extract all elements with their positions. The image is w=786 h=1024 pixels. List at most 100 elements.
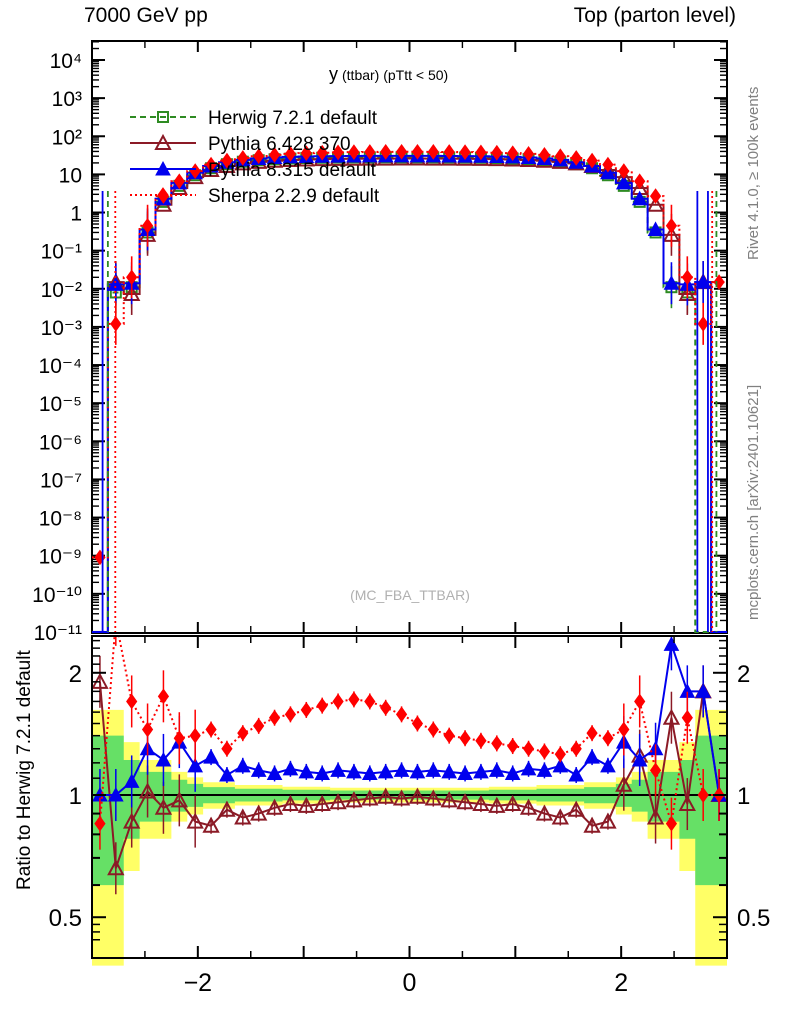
main-y-tick-label: 10⁻³	[41, 317, 82, 340]
legend-marker	[157, 187, 169, 203]
main-y-tick-label: 10⁴	[50, 50, 82, 73]
ratio-data-marker	[297, 796, 315, 813]
ratio-data-marker	[380, 699, 392, 716]
main-data-marker	[268, 147, 281, 163]
ratio-data-marker	[504, 765, 521, 780]
ratio-data-marker	[107, 786, 124, 802]
ratio-data-marker	[205, 721, 217, 738]
main-data-marker	[237, 150, 249, 166]
ratio-data-marker	[583, 816, 601, 833]
ratio-data-marker	[472, 794, 490, 812]
ratio-y-tick-label: 2	[737, 661, 750, 688]
ratio-data-marker	[600, 757, 616, 773]
ratio-data-marker	[300, 702, 312, 718]
rivet-version-label: Rivet 4.1.0, ≥ 100k events	[745, 87, 762, 260]
main-distribution-panel: 10⁴ 10³ 10² 10 1 10⁻¹ 10⁻² 10⁻³ 10⁻⁴ 10⁻⁵ 10⁻⁶ 10⁻⁷…	[32, 40, 728, 645]
main-y-tick-label: 10⁻⁵	[39, 393, 82, 416]
ratio-data-marker	[634, 693, 646, 710]
ratio-data-marker	[457, 765, 473, 780]
main-data-marker	[411, 143, 424, 160]
ratio-data-marker	[265, 798, 284, 815]
main-data-marker	[646, 195, 665, 212]
ratio-series-group	[92, 636, 727, 895]
main-data-marker	[618, 163, 630, 179]
ratio-data-marker	[646, 808, 665, 825]
ratio-data-marker	[219, 766, 235, 782]
ratio-data-marker	[662, 708, 681, 725]
ratio-data-marker	[459, 730, 471, 747]
ratio-y-tick-label: 1	[69, 783, 82, 810]
ratio-data-marker	[189, 727, 201, 744]
ratio-data-marker	[441, 763, 458, 779]
ratio-data-marker	[663, 636, 680, 651]
legend-marker	[155, 160, 171, 176]
main-data-marker	[316, 144, 328, 161]
ratio-data-marker	[282, 760, 299, 776]
ratio-data-marker	[392, 789, 411, 806]
main-data-marker	[602, 156, 614, 173]
ratio-data-marker	[221, 740, 233, 757]
ratio-series-line	[98, 636, 720, 824]
ratio-data-marker	[427, 721, 439, 738]
ratio-data-marker	[695, 683, 712, 698]
ratio-data-marker	[253, 718, 265, 734]
ratio-data-marker	[314, 765, 331, 780]
main-data-marker	[380, 143, 392, 160]
ratio-data-marker	[187, 757, 204, 773]
ratio-data-marker	[602, 730, 614, 747]
main-y-tick-label: 10⁻⁸	[39, 508, 82, 531]
ratio-data-marker	[491, 735, 503, 752]
ratio-panel: 2 2 1 1 0.5 0.5 −2 0 2	[49, 635, 770, 997]
legend-label: Pythia 8.315 default	[208, 160, 377, 181]
ratio-data-marker	[298, 763, 315, 779]
main-data-marker	[221, 152, 233, 169]
main-data-marker	[491, 144, 503, 161]
ratio-data-marker	[316, 697, 328, 714]
main-y-tick-label: 10²	[52, 126, 82, 149]
ratio-data-marker	[155, 751, 172, 767]
ratio-data-marker	[348, 691, 360, 708]
ratio-series-line	[98, 681, 721, 869]
main-data-marker	[475, 144, 487, 161]
legend-label: Herwig 7.2.1 default	[208, 108, 378, 129]
ratio-data-marker	[123, 773, 140, 788]
ratio-data-marker	[123, 812, 141, 829]
ratio-data-marker	[250, 762, 267, 777]
main-data-marker	[631, 190, 648, 206]
ratio-data-marker	[154, 798, 173, 815]
ratio-data-marker	[361, 789, 379, 806]
main-data-marker	[364, 144, 376, 160]
ratio-data-marker	[237, 725, 249, 742]
main-data-marker	[348, 144, 360, 160]
ratio-data-marker	[568, 766, 585, 782]
ratio-data-marker	[697, 787, 709, 803]
main-y-tick-label: 10³	[52, 88, 82, 111]
main-data-marker	[427, 143, 439, 160]
header-right-label: Top (parton level)	[574, 4, 736, 27]
main-data-marker	[570, 150, 582, 166]
ratio-data-marker	[393, 762, 410, 777]
plot-title-selection: (ttbar) (pTtt < 50)	[342, 67, 448, 83]
ratio-data-marker	[330, 762, 346, 777]
ratio-data-marker	[377, 787, 395, 804]
ratio-data-marker	[234, 757, 251, 773]
ratio-data-marker	[157, 688, 170, 705]
main-y-tick-label: 10⁻¹¹	[34, 622, 82, 645]
ratio-series-line	[99, 644, 721, 796]
ratio-data-marker	[584, 749, 600, 764]
ratio-data-marker	[218, 800, 236, 817]
main-data-marker	[649, 188, 662, 204]
ratio-data-marker	[665, 815, 678, 832]
analysis-watermark: (MC_FBA_TTBAR)	[350, 587, 470, 603]
ratio-data-marker	[456, 793, 474, 810]
ratio-y-tick-label: 2	[69, 661, 82, 688]
main-y-tick-label: 10⁻¹	[41, 241, 82, 264]
main-y-tick-label: 10⁻⁹	[39, 546, 82, 569]
legend-label: Pythia 6.428 370	[208, 134, 351, 155]
main-y-tick-label: 10	[59, 164, 82, 187]
ratio-data-marker	[599, 812, 617, 829]
ratio-data-marker	[618, 721, 630, 738]
ratio-data-marker	[170, 791, 188, 808]
legend-label: Sherpa 2.2.9 default	[208, 186, 380, 207]
main-y-tick-label: 10⁻²	[41, 279, 82, 302]
